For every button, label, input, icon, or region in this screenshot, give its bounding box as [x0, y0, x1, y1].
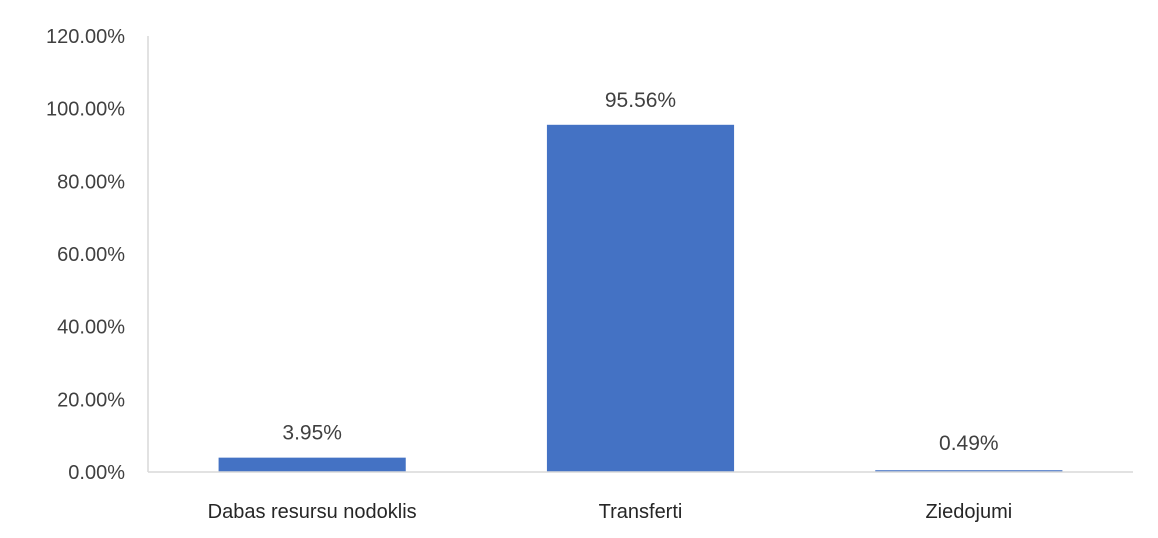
- bar-transferti: [546, 124, 735, 472]
- x-category-label: Dabas resursu nodoklis: [208, 501, 417, 523]
- y-tick-label: 40.00%: [57, 317, 125, 339]
- y-tick-label: 80.00%: [57, 171, 125, 193]
- y-tick-label: 0.00%: [68, 462, 125, 484]
- y-tick-label: 60.00%: [57, 244, 125, 266]
- x-category-label: Transferti: [599, 501, 683, 523]
- data-label: 95.56%: [605, 89, 676, 112]
- data-label: 0.49%: [939, 432, 999, 455]
- y-tick-label: 120.00%: [46, 26, 125, 48]
- x-category-label: Ziedojumi: [925, 501, 1012, 523]
- y-axis-ticks: 0.00% 20.00% 40.00% 60.00% 80.00% 100.00% 120.…: [46, 26, 125, 484]
- bar-dabas-resursu-nodoklis: [218, 457, 406, 472]
- bar-ziedojumi: [875, 470, 1063, 472]
- bars: [218, 124, 1063, 472]
- y-tick-label: 100.00%: [46, 99, 125, 121]
- category-labels: Dabas resursu nodoklis Transferti Ziedojum…: [208, 501, 1013, 523]
- y-tick-label: 20.00%: [57, 389, 125, 411]
- data-labels: 3.95% 95.56% 0.49%: [282, 89, 998, 455]
- data-label: 3.95%: [282, 422, 342, 445]
